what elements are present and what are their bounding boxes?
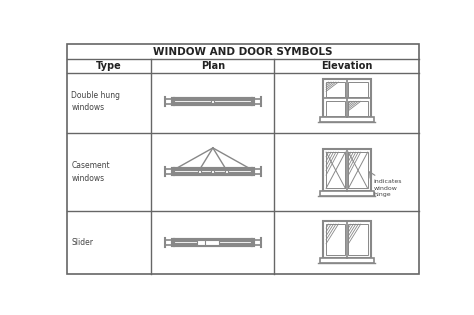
Bar bbox=[320, 258, 374, 263]
Bar bbox=[320, 192, 374, 196]
Text: Slider: Slider bbox=[71, 238, 93, 247]
Bar bbox=[211, 170, 214, 173]
Bar bbox=[198, 170, 201, 173]
Bar bbox=[326, 82, 346, 97]
Text: indicates
window
hinge: indicates window hinge bbox=[374, 179, 402, 198]
Text: Double hung
windows: Double hung windows bbox=[71, 91, 120, 112]
Bar bbox=[211, 100, 214, 103]
Text: Plan: Plan bbox=[201, 61, 225, 71]
Text: Type: Type bbox=[96, 61, 122, 71]
Bar bbox=[323, 149, 371, 192]
Bar bbox=[348, 152, 368, 188]
Text: Casement
windows: Casement windows bbox=[71, 161, 110, 182]
Bar bbox=[225, 170, 228, 173]
Bar bbox=[323, 79, 371, 117]
Bar bbox=[320, 117, 374, 122]
Bar bbox=[205, 240, 219, 245]
Bar bbox=[326, 224, 346, 255]
Bar bbox=[348, 82, 368, 97]
Bar bbox=[348, 101, 368, 116]
Bar bbox=[326, 152, 346, 188]
Bar bbox=[326, 101, 346, 116]
Text: Elevation: Elevation bbox=[321, 61, 373, 71]
Text: WINDOW AND DOOR SYMBOLS: WINDOW AND DOOR SYMBOLS bbox=[153, 47, 333, 57]
Bar bbox=[323, 221, 371, 258]
Bar bbox=[198, 240, 211, 245]
Bar bbox=[348, 224, 368, 255]
